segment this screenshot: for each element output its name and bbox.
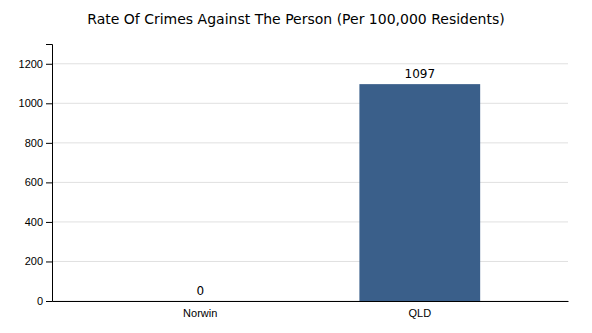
grid-line <box>52 261 568 262</box>
grid-line <box>52 301 568 302</box>
grid-line <box>52 103 568 104</box>
y-tick-mark <box>46 222 52 223</box>
y-tick: 200 <box>25 255 52 267</box>
y-tick-label: 200 <box>25 255 43 267</box>
x-tick-label: QLD <box>408 307 431 319</box>
data-label: 0 <box>196 284 204 298</box>
y-tick-label: 800 <box>25 137 43 149</box>
y-tick-mark <box>46 301 52 302</box>
grid-line <box>52 182 568 183</box>
y-tick-label: 1000 <box>19 97 43 109</box>
data-label: 1097 <box>405 67 436 81</box>
x-axis: Norwin QLD <box>53 302 569 319</box>
y-tick: 600 <box>25 176 52 188</box>
grid-line <box>52 63 568 64</box>
y-tick-mark <box>46 182 52 183</box>
y-tick-label: 400 <box>25 216 43 228</box>
bar <box>140 301 261 302</box>
y-axis: 0 200 400 600 800 1000 1200 <box>19 45 53 308</box>
y-tick-label: 600 <box>25 176 43 188</box>
y-tick-mark <box>46 103 52 104</box>
grid-line <box>52 221 568 222</box>
bars <box>359 84 480 301</box>
grid-line <box>52 142 568 143</box>
x-tick-label: Norwin <box>183 307 217 319</box>
title: Rate Of Crimes Against The Person (Per 1… <box>87 11 504 27</box>
y-tick-mark <box>46 261 52 262</box>
y-tick-label: 1200 <box>19 58 43 70</box>
x-tick: QLD <box>408 307 431 319</box>
y-axis-line <box>46 45 53 302</box>
y-tick: 1000 <box>19 97 52 109</box>
bar <box>359 84 480 301</box>
x-axis-line <box>53 301 569 302</box>
y-tick: 800 <box>25 137 52 149</box>
y-tick: 400 <box>25 216 52 228</box>
grid <box>52 64 568 301</box>
x-tick: Norwin <box>183 307 217 319</box>
y-tick-label: 0 <box>37 295 43 307</box>
chart: Rate Of Crimes Against The Person (Per 1… <box>0 0 592 333</box>
y-tick-mark <box>46 64 52 65</box>
plot: 0 200 400 600 800 1000 1200 Norwin QLD 0 1097 <box>19 45 569 319</box>
y-tick-mark <box>46 143 52 144</box>
y-tick: 1200 <box>19 58 52 70</box>
y-tick: 0 <box>37 295 52 307</box>
data-labels: 0 1097 <box>196 67 435 298</box>
